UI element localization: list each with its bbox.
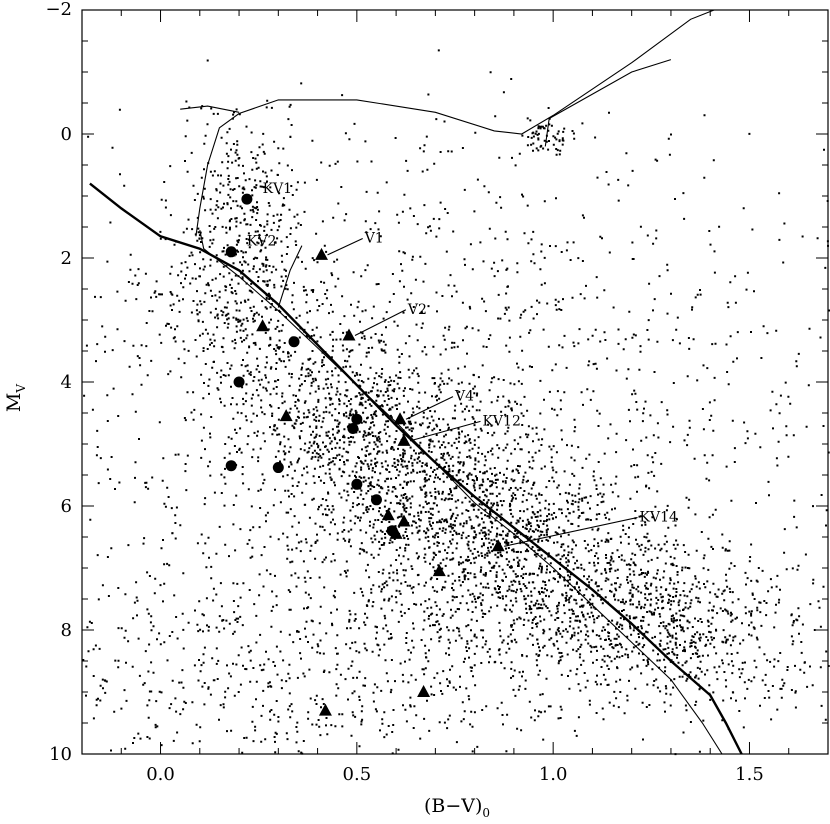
triangle-marker (256, 319, 270, 332)
y-tick-label: 0 (61, 124, 72, 145)
triangle-marker (393, 412, 407, 425)
y-tick-label: 10 (49, 744, 72, 765)
circle-marker (351, 478, 363, 490)
y-axis-title-main: M (3, 393, 25, 412)
plot-frame (81, 9, 829, 755)
leader-line-v1 (327, 238, 363, 256)
circle-marker (272, 462, 284, 474)
y-tick-label: 6 (61, 496, 72, 517)
circle-marker (225, 460, 237, 472)
star-label-v2: V2 (407, 302, 427, 318)
triangle-marker (279, 409, 293, 422)
x-tick-label: 0.5 (343, 764, 372, 785)
tick-labels-layer: 0.0 0.5 1.0 1.5 −2 0 2 4 6 8 10 (45, 0, 763, 785)
circle-marker (233, 376, 245, 388)
circle-marker (351, 413, 363, 425)
y-tick-label: 4 (61, 372, 72, 393)
y-tick-label: −2 (45, 0, 72, 20)
isochrone-curve-2 (180, 105, 240, 113)
x-tick-label: 1.5 (735, 764, 764, 785)
circle-marker (288, 336, 300, 348)
leader-line-kv12 (409, 420, 481, 442)
triangle-marker (318, 703, 332, 716)
isochrone-curve-5 (277, 245, 303, 308)
star-label-v1: V1 (364, 231, 384, 247)
triangle-marker (342, 328, 356, 341)
triangle-marker (389, 526, 403, 539)
x-axis-title: (B−V)0 (424, 795, 490, 820)
isochrone-curve-3 (199, 229, 723, 755)
leader-line-v4 (405, 396, 454, 420)
triangle-marker (432, 564, 446, 577)
y-tick-label: 8 (61, 620, 72, 641)
triangle-marker (381, 508, 395, 521)
y-axis-title: MV (3, 384, 28, 412)
y-axis-title-subscript: V (14, 384, 28, 394)
star-label-kv14: KV14 (640, 510, 678, 526)
star-label-v4: V4 (454, 389, 474, 405)
x-axis-title-main: (B−V) (424, 795, 482, 817)
y-tick-label: 2 (61, 248, 72, 269)
triangle-marker (397, 514, 411, 527)
main-sequence-curve (89, 182, 743, 755)
circle-marker (241, 193, 253, 205)
isochrone-curve-4 (544, 59, 672, 147)
star-label-kv12: KV12 (482, 413, 520, 429)
x-axis-title-subscript: 0 (482, 806, 490, 820)
leader-line-kv14 (504, 516, 638, 547)
triangle-marker (491, 539, 505, 552)
star-label-kv2: KV2 (247, 234, 276, 250)
triangle-marker (397, 433, 411, 446)
x-tick-label: 0.0 (146, 764, 175, 785)
triangle-marker (315, 247, 329, 260)
circle-marker (225, 246, 237, 258)
isochrone-curve-1 (195, 9, 715, 237)
axis-ticks-layer (81, 9, 829, 755)
isochrone-curves-layer (89, 9, 743, 755)
circle-marker (370, 494, 382, 506)
star-annotations-layer: KV1 KV2 V1 V2 V4 KV12 KV14 (247, 181, 678, 547)
star-label-kv1: KV1 (263, 181, 292, 197)
circle-marker (347, 423, 359, 434)
triangle-marker (417, 685, 431, 697)
x-tick-label: 1.0 (539, 764, 568, 785)
variable-star-markers-layer (225, 193, 505, 716)
leader-line-v2 (354, 309, 407, 336)
